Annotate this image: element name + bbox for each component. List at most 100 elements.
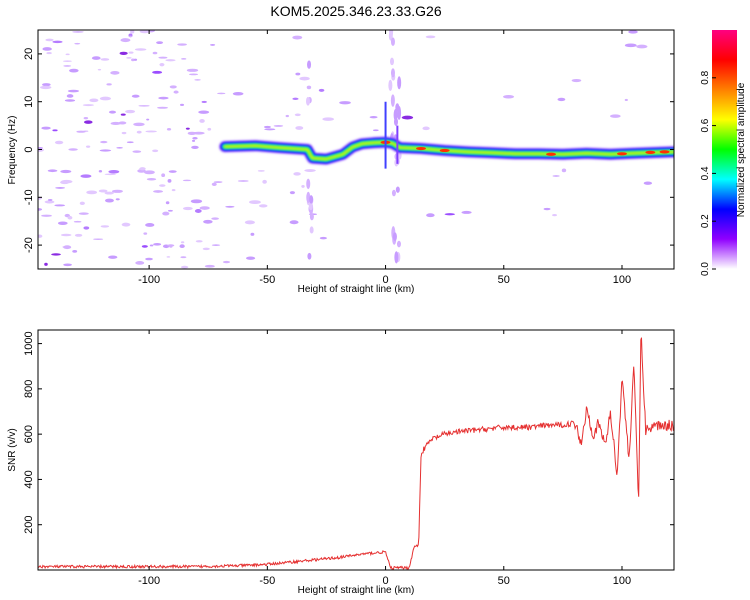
- noise-blob: [108, 110, 117, 114]
- noise-blob: [41, 214, 52, 217]
- noise-blob: [89, 98, 99, 103]
- noise-blob: [159, 184, 166, 187]
- noise-blob: [306, 86, 312, 88]
- noise-blob: [173, 90, 179, 94]
- noise-blob: [145, 130, 157, 133]
- noise-blob: [199, 206, 210, 210]
- noise-blob: [141, 245, 148, 248]
- bottom-x-tick-label: -100: [138, 575, 160, 587]
- noise-streak: [389, 57, 394, 66]
- noise-blob: [83, 120, 93, 124]
- noise-blob: [132, 150, 142, 153]
- noise-blob: [38, 147, 43, 149]
- noise-streak: [396, 240, 401, 248]
- noise-blob: [295, 126, 304, 130]
- noise-streak: [395, 186, 400, 193]
- noise-blob: [171, 189, 176, 192]
- noise-blob: [258, 204, 268, 208]
- colorbar: 0.0 0.2 0.4 0.6 0.8 Normalized spectral ampl…: [700, 30, 747, 276]
- noise-blob: [121, 131, 127, 135]
- noise-blob: [285, 114, 289, 118]
- noise-blob: [294, 113, 301, 117]
- noise-blob: [158, 96, 169, 100]
- noise-blob: [179, 244, 185, 249]
- noise-blob: [139, 30, 151, 34]
- top-y-tick-label: 10: [23, 96, 35, 108]
- noise-blob: [643, 181, 653, 185]
- noise-blob: [100, 225, 110, 228]
- top-y-tick-label: -10: [23, 189, 35, 205]
- top-y-tick-label: -20: [23, 237, 35, 253]
- noise-blob: [67, 89, 80, 93]
- noise-blob: [120, 38, 131, 43]
- noise-blob: [135, 261, 145, 265]
- noise-blob: [199, 118, 205, 123]
- bottom-y-axis-label: SNR (v/v): [7, 428, 18, 471]
- noise-blob: [162, 211, 170, 216]
- noise-blob: [159, 62, 165, 67]
- noise-blob: [182, 179, 192, 182]
- noise-blob: [138, 105, 150, 107]
- noise-blob: [156, 41, 164, 45]
- noise-blob: [73, 220, 82, 223]
- noise-streak: [309, 226, 314, 234]
- noise-blob: [201, 100, 207, 104]
- noise-streak: [307, 60, 312, 69]
- noise-blob: [98, 189, 108, 193]
- noise-blob: [264, 125, 271, 129]
- noise-blob: [244, 220, 255, 225]
- noise-streak: [390, 68, 395, 78]
- noise-blob: [299, 76, 310, 81]
- noise-blob: [167, 209, 173, 212]
- noise-streak: [307, 252, 312, 260]
- signal-hotspot: [659, 150, 670, 154]
- noise-blob: [45, 38, 54, 42]
- noise-blob: [192, 139, 196, 142]
- noise-blob: [168, 170, 177, 173]
- noise-blob: [222, 260, 231, 264]
- noise-blob: [121, 222, 131, 227]
- noise-blob: [289, 220, 299, 225]
- noise-blob: [225, 205, 235, 208]
- noise-blob: [628, 30, 638, 34]
- noise-blob: [250, 232, 255, 236]
- bottom-y-tick-label: 200: [23, 516, 35, 534]
- noise-blob: [134, 48, 147, 51]
- noise-blob: [41, 126, 51, 130]
- signal-hotspot: [439, 148, 450, 153]
- signal-hotspot: [645, 150, 656, 154]
- noise-blob: [78, 212, 89, 215]
- bottom-x-ticks: -100 -50 0 50 100: [138, 330, 631, 587]
- noise-blob: [145, 223, 155, 227]
- noise-blob: [74, 233, 83, 237]
- noise-blob: [47, 198, 53, 201]
- noise-blob: [55, 186, 66, 189]
- snr-frame: [37, 329, 675, 571]
- noise-blob: [100, 58, 110, 61]
- noise-blob: [38, 208, 43, 211]
- noise-blob: [69, 68, 79, 73]
- noise-blob: [188, 73, 199, 76]
- noise-streak: [388, 79, 393, 91]
- noise-blob: [80, 174, 92, 178]
- noise-blob: [44, 262, 48, 266]
- top-x-tick-label: 50: [498, 274, 510, 286]
- noise-blob: [100, 140, 108, 144]
- top-y-tick-label: 20: [23, 48, 35, 60]
- top-x-tick-label: -100: [138, 274, 160, 286]
- noise-streak: [306, 178, 311, 190]
- noise-blob: [125, 109, 136, 114]
- top-y-ticks: -20 -10 0 10 20: [23, 48, 674, 253]
- top-x-tick-label: -50: [259, 274, 275, 286]
- noise-blob: [232, 91, 244, 96]
- noise-blob: [624, 43, 637, 48]
- noise-blob: [561, 168, 567, 173]
- noise-blob: [99, 96, 112, 101]
- noise-blob: [116, 147, 123, 149]
- noise-blob: [552, 214, 557, 217]
- noise-blob: [86, 190, 98, 195]
- noise-blob: [143, 170, 155, 175]
- noise-blob: [60, 233, 72, 237]
- noise-blob: [44, 200, 55, 204]
